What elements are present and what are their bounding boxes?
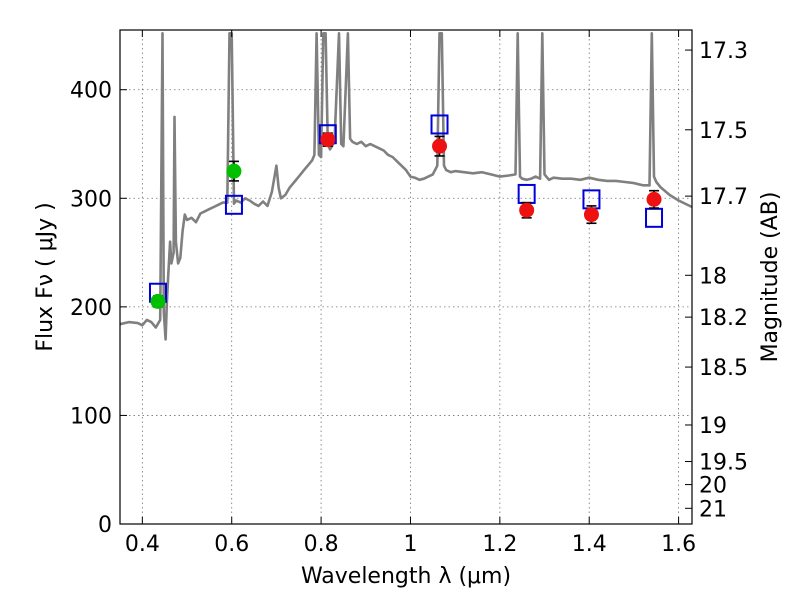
- plot-frame: [119, 29, 693, 525]
- model-flux-box: [517, 183, 536, 204]
- x-tick-label: 0.6: [214, 532, 249, 557]
- mag-tick-label: 19.5: [699, 451, 748, 476]
- y2-axis-label: Magnitude (AB): [758, 192, 783, 363]
- spectrum-layer: [119, 31, 693, 341]
- optical-flux-point: [226, 163, 242, 179]
- x-axis-label: Wavelength λ (μm): [301, 564, 511, 589]
- y-tick-label: 400: [70, 79, 112, 104]
- x-tick-label: 1.4: [572, 532, 607, 557]
- grid: [120, 30, 692, 525]
- spectrum-line: [119, 31, 693, 341]
- ticks: 0.4 0.6 0.8 1 1.2 1.4 1.6 0 100 200 300 400 17.3 17.5…: [70, 30, 748, 557]
- mag-tick-label: 21: [699, 497, 727, 522]
- x-tick-label: 1: [403, 532, 417, 557]
- x-tick-label: 1.6: [661, 532, 696, 557]
- nir-flux-point: [583, 207, 599, 223]
- mag-tick-label: 18.5: [699, 356, 748, 381]
- x-tick-label: 1.2: [482, 532, 517, 557]
- y-tick-label: 0: [98, 513, 112, 538]
- nir-flux-point: [320, 132, 336, 148]
- y-tick-label: 200: [70, 296, 112, 321]
- mag-tick-label: 17.3: [699, 39, 748, 64]
- model-flux-box: [430, 114, 449, 135]
- x-tick-label: 0.4: [125, 532, 160, 557]
- mag-tick-label: 18: [699, 264, 727, 289]
- mag-tick-label: 17.5: [699, 119, 748, 144]
- mag-tick-label: 18.2: [699, 306, 748, 331]
- mag-tick-label: 19: [699, 414, 727, 439]
- nir-flux-point: [519, 202, 535, 218]
- model-flux-box: [645, 207, 664, 228]
- y-tick-label: 100: [70, 404, 112, 429]
- optical-flux-point: [150, 293, 166, 309]
- y-axis-label: Flux Fν ( μJy ): [33, 202, 58, 351]
- mag-tick-label: 17.7: [699, 185, 748, 210]
- y-tick-label: 300: [70, 187, 112, 212]
- x-tick-label: 0.8: [304, 532, 339, 557]
- photometry-points-layer: [150, 132, 662, 309]
- nir-flux-point: [432, 138, 448, 154]
- model-flux-box: [224, 194, 243, 215]
- nir-flux-point: [646, 191, 662, 207]
- mag-tick-label: 20: [699, 474, 727, 499]
